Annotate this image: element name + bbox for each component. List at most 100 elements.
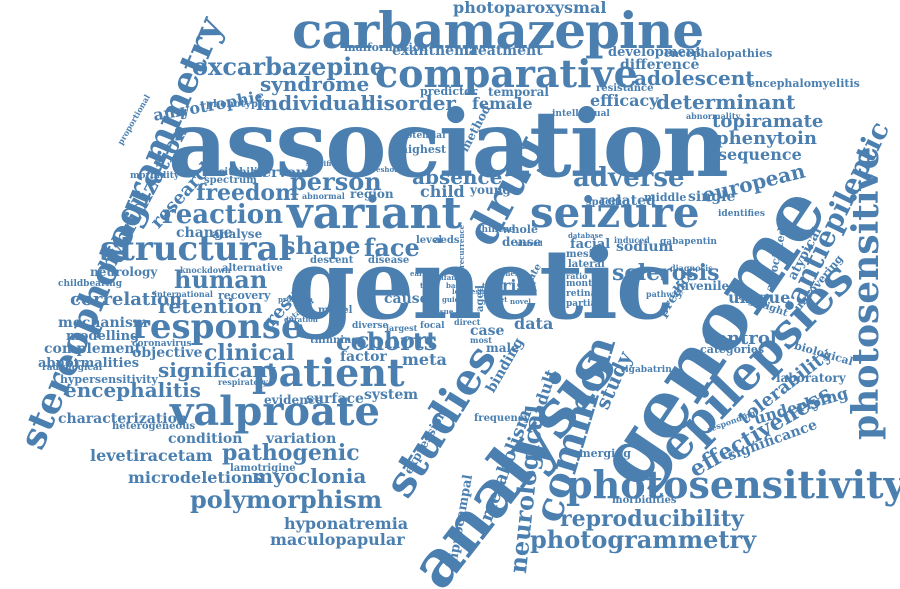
cloud-word: efficacy (590, 91, 659, 110)
cloud-word: hyponatremia (284, 514, 409, 533)
cloud-word: gabapentin (660, 237, 717, 247)
cloud-word: variation (266, 431, 337, 447)
cloud-word: face (364, 233, 420, 262)
cloud-word: sclerosis (612, 260, 720, 286)
cloud-word: partial (566, 299, 600, 309)
cloud-word: surface (306, 391, 364, 407)
cloud-word: descent (310, 255, 354, 266)
cloud-word: association (168, 90, 729, 198)
cloud-word: encephalitis (64, 378, 201, 402)
cloud-word: disorder (362, 91, 456, 115)
cloud-word: coronavirus (132, 339, 192, 349)
cloud-word: carbamazepine (292, 1, 704, 60)
cloud-word: hypersensitivity (60, 373, 158, 386)
cloud-word: direct (454, 317, 481, 327)
cloud-word: adolescent (634, 66, 755, 90)
cloud-word: largest (386, 323, 418, 333)
cloud-word: radiological (42, 363, 103, 373)
cloud-word: sequence (718, 145, 802, 164)
cloud-word: myoclonia (252, 464, 367, 488)
cloud-word: sodium (616, 239, 674, 255)
cloud-word: temporal (488, 85, 549, 99)
cloud-word: month (566, 279, 599, 289)
cloud-word: alternative (222, 263, 283, 274)
cloud-word: clinical (204, 340, 295, 366)
cloud-word: pathogenic (222, 440, 360, 466)
cloud-word: highest (400, 143, 447, 156)
cloud-word: laboratory (776, 371, 846, 385)
cloud-word: novel (510, 297, 531, 306)
cloud-word: correlation (70, 289, 183, 310)
cloud-word: mesial (566, 249, 603, 260)
cloud-word: shape (282, 231, 361, 260)
cloud-word: related (600, 193, 656, 209)
cloud-word: variant (287, 188, 462, 239)
cloud-word: probable (278, 295, 313, 304)
cloud-word: thinning (310, 335, 359, 346)
cloud-word: resistance (596, 83, 654, 94)
cloud-word: database (568, 231, 604, 240)
cloud-word: comparative (375, 51, 638, 96)
cloud-word: control (704, 328, 777, 349)
cloud-word: male (486, 341, 519, 355)
cloud-word: significant (158, 358, 277, 382)
cloud-word: unique (728, 288, 791, 307)
cloud-word: lower (452, 287, 474, 296)
cloud-word: factor (340, 349, 387, 365)
cloud-word: abnormal (302, 191, 345, 201)
cloud-word: diagnosis (670, 263, 713, 273)
cloud-word: respiratory (218, 377, 268, 387)
cloud-word: neurology (90, 265, 158, 279)
cloud-word: frequency (474, 413, 530, 424)
cloud-word: international (154, 289, 213, 299)
cloud-word: specificity (306, 159, 346, 168)
cloud-word: patient (252, 350, 405, 395)
cloud-word: absence (412, 165, 503, 189)
cloud-word: potential (400, 131, 446, 141)
cloud-word: photoparoxysmal (453, 0, 607, 17)
cloud-word: difference (620, 57, 700, 73)
cloud-word: retinal (566, 289, 600, 299)
cloud-word: polymorphism (190, 485, 383, 514)
cloud-word: young (470, 183, 511, 197)
cloud-word: seizure (530, 188, 700, 237)
cloud-word: whole (502, 223, 538, 236)
cloud-word: diverse (352, 321, 389, 331)
cloud-word: phenytoin (716, 128, 817, 149)
cloud-word: disease (368, 255, 410, 266)
cloud-word: risk (502, 276, 537, 295)
cloud-word: model (318, 305, 353, 316)
cloud-word: abnormalities (38, 356, 140, 371)
cloud-word: aeds (434, 235, 460, 246)
cloud-word: condition (168, 431, 243, 447)
cloud-word: predictor (420, 85, 478, 98)
cloud-word: individual (256, 91, 369, 115)
cloud-word: genes (496, 269, 519, 278)
cloud-word: emerging (572, 447, 631, 460)
cloud-word: identifies (718, 209, 765, 219)
cloud-word: phenotypic (206, 99, 268, 110)
cloud-word: syndrome (260, 72, 370, 96)
cloud-word: focal (420, 321, 445, 331)
cloud-word: recovery (218, 289, 271, 302)
cloud-word: evidence (264, 393, 323, 407)
cloud-word: most (470, 335, 492, 345)
cloud-word: shared (516, 239, 543, 248)
cloud-word: reaction (162, 200, 284, 230)
cloud-word: lamotrigine (230, 463, 296, 474)
cloud-word: structural (100, 229, 292, 269)
cloud-word: juvenile (676, 279, 730, 293)
cloud-word: photogrammetry (530, 525, 757, 554)
cloud-word: knockdown (180, 265, 231, 275)
cloud-word: intellectual (552, 109, 610, 119)
cloud-word: exanthema (392, 43, 478, 59)
cloud-word: excitability (206, 167, 269, 178)
cloud-word: early (410, 269, 430, 278)
cloud-word: microdeletions (128, 468, 263, 487)
cloud-word: female (472, 94, 533, 113)
cloud-word: type (420, 281, 437, 290)
cloud-word: photosensitivity (566, 462, 900, 507)
cloud-word: categories (700, 343, 765, 356)
cloud-word: development (608, 45, 702, 60)
